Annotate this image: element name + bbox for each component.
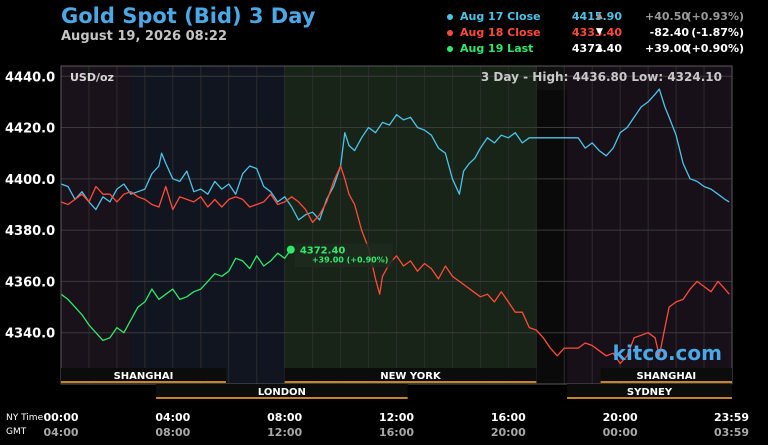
x-tick-label-gmt: 20:00 [491, 426, 526, 439]
up-arrow-icon: ▲ [596, 43, 603, 53]
y-tick-label: 4340.0 [5, 327, 55, 342]
session-label: SYDNEY [627, 387, 673, 398]
session-label: NEW YORK [380, 371, 442, 382]
legend-percent: (-1.87%) [691, 26, 744, 39]
session-bar [600, 368, 732, 381]
y-tick-label: 4380.0 [5, 224, 55, 239]
legend-label: Aug 17 Close [460, 10, 541, 23]
series-line [61, 249, 292, 342]
session-band [130, 66, 285, 384]
y-tick-label: 4400.0 [5, 173, 55, 188]
session-label: SHANGHAI [636, 371, 696, 382]
chart-datetime: August 19, 2026 08:22 [61, 29, 227, 44]
kitco-watermark: kitco.com [613, 341, 722, 365]
up-arrow-icon: ▲ [596, 11, 603, 21]
x-tick-label-gmt: 08:00 [155, 426, 190, 439]
session-bar [567, 384, 732, 397]
legend-price: 4415.90 [571, 10, 622, 23]
x-tick-label-gmt: 16:00 [379, 426, 414, 439]
legend-dot [447, 30, 453, 36]
x-tick-label-ny: 00:00 [43, 411, 78, 424]
ny-time-label: NY Time [6, 413, 44, 423]
session-band [536, 90, 568, 384]
legend-price: 4333.40 [571, 26, 622, 39]
legend-row-aug19: Aug 19 Last 4372.40 ▲ +39.00 (+0.90%) [444, 42, 744, 58]
x-tick-label-gmt: 00:00 [603, 426, 638, 439]
session-band [61, 66, 131, 384]
session-bar [284, 368, 537, 381]
unit-label: USD/oz [70, 71, 114, 84]
x-tick-label-ny: 20:00 [603, 411, 638, 424]
legend-change: -82.40 [649, 26, 689, 39]
session-bar [61, 368, 226, 381]
last-price-change: +39.00 (+0.90%) [312, 256, 389, 265]
legend-row-aug17: Aug 17 Close 4415.90 ▲ +40.50 (+0.93%) [444, 10, 744, 26]
y-tick-label: 4440.0 [5, 70, 55, 85]
gmt-label: GMT [6, 427, 27, 437]
session-label: SHANGHAI [114, 371, 174, 382]
session-bar [156, 384, 408, 397]
y-tick-label: 4420.0 [5, 122, 55, 137]
x-tick-label-ny: 23:59 [714, 411, 749, 424]
legend-percent: (+0.93%) [686, 10, 744, 23]
chart-title: Gold Spot (Bid) 3 Day [61, 4, 316, 28]
session-band [284, 66, 537, 384]
legend-label: Aug 18 Close [460, 26, 541, 39]
last-price-value: 4372.40 [300, 246, 346, 257]
series-line [61, 88, 730, 221]
last-price-marker [286, 245, 295, 254]
legend-percent: (+0.90%) [686, 42, 744, 55]
range-stats: 3 Day - High: 4436.80 Low: 4324.10 [481, 70, 722, 84]
last-price-box [294, 243, 393, 268]
session-label: LONDON [258, 387, 306, 398]
legend-dot [447, 46, 453, 52]
legend-change: +39.00 [644, 42, 689, 55]
legend-label: Aug 19 Last [460, 42, 534, 55]
x-tick-label-gmt: 03:59 [714, 426, 749, 439]
x-tick-label-ny: 04:00 [155, 411, 190, 424]
legend-row-aug18: Aug 18 Close 4333.40 ▼ -82.40 (-1.87%) [444, 26, 744, 42]
x-tick-label-ny: 08:00 [267, 411, 302, 424]
legend-price: 4372.40 [571, 42, 622, 55]
x-tick-label-ny: 16:00 [491, 411, 526, 424]
down-arrow-icon: ▼ [596, 27, 603, 37]
x-tick-label-gmt: 12:00 [267, 426, 302, 439]
legend-dot [447, 14, 453, 20]
x-tick-label-gmt: 04:00 [43, 426, 78, 439]
legend-change: +40.50 [644, 10, 689, 23]
y-tick-label: 4360.0 [5, 275, 55, 290]
x-tick-label-ny: 12:00 [379, 411, 414, 424]
